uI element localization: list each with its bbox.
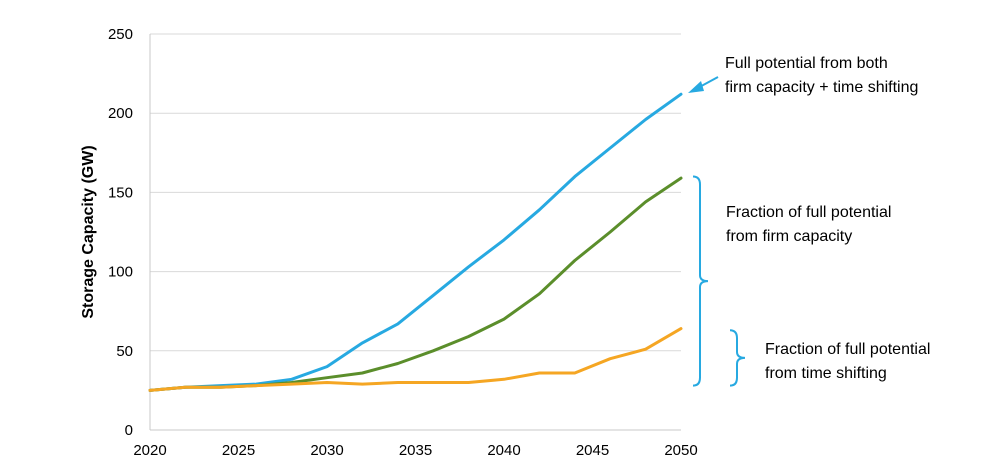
bracket-time-shifting bbox=[729, 329, 746, 387]
series-line-1 bbox=[148, 92, 683, 392]
series-lines bbox=[148, 92, 683, 392]
y-tick-label: 150 bbox=[108, 184, 133, 201]
annotations: Full potential from both firm capacity + … bbox=[688, 55, 930, 387]
annotation-shifting-line-2: from time shifting bbox=[765, 365, 887, 382]
x-tick-label: 2050 bbox=[664, 442, 697, 459]
bracket-firm-capacity bbox=[692, 175, 709, 387]
series-line-2 bbox=[148, 176, 683, 392]
y-tick-label: 250 bbox=[108, 26, 133, 43]
x-tick-label: 2045 bbox=[576, 442, 609, 459]
annotation-total-line-2: firm capacity + time shifting bbox=[725, 79, 918, 96]
y-tick-label: 200 bbox=[108, 105, 133, 122]
axes bbox=[149, 34, 681, 431]
x-tick-labels: 2020 2025 2030 2035 2040 2045 2050 bbox=[133, 442, 697, 459]
y-tick-label: 0 bbox=[125, 422, 133, 439]
x-tick-label: 2040 bbox=[487, 442, 520, 459]
y-tick-label: 50 bbox=[116, 343, 133, 360]
annotation-shifting-line-1: Fraction of full potential bbox=[765, 341, 930, 358]
gridlines bbox=[150, 33, 681, 352]
annotation-firm-line-2: from firm capacity bbox=[726, 228, 852, 245]
arrow-head bbox=[688, 81, 704, 93]
x-tick-label: 2025 bbox=[222, 442, 255, 459]
y-tick-label: 100 bbox=[108, 264, 133, 281]
annotation-total-line-1: Full potential from both bbox=[725, 55, 888, 72]
annotation-firm-line-1: Fraction of full potential bbox=[726, 204, 891, 221]
y-tick-labels: 0 50 100 150 200 250 bbox=[108, 26, 133, 439]
y-axis-title: Storage Capacity (GW) bbox=[80, 145, 97, 318]
series-line-3 bbox=[148, 327, 683, 392]
x-tick-label: 2035 bbox=[399, 442, 432, 459]
x-tick-label: 2020 bbox=[133, 442, 166, 459]
x-tick-label: 2030 bbox=[310, 442, 343, 459]
